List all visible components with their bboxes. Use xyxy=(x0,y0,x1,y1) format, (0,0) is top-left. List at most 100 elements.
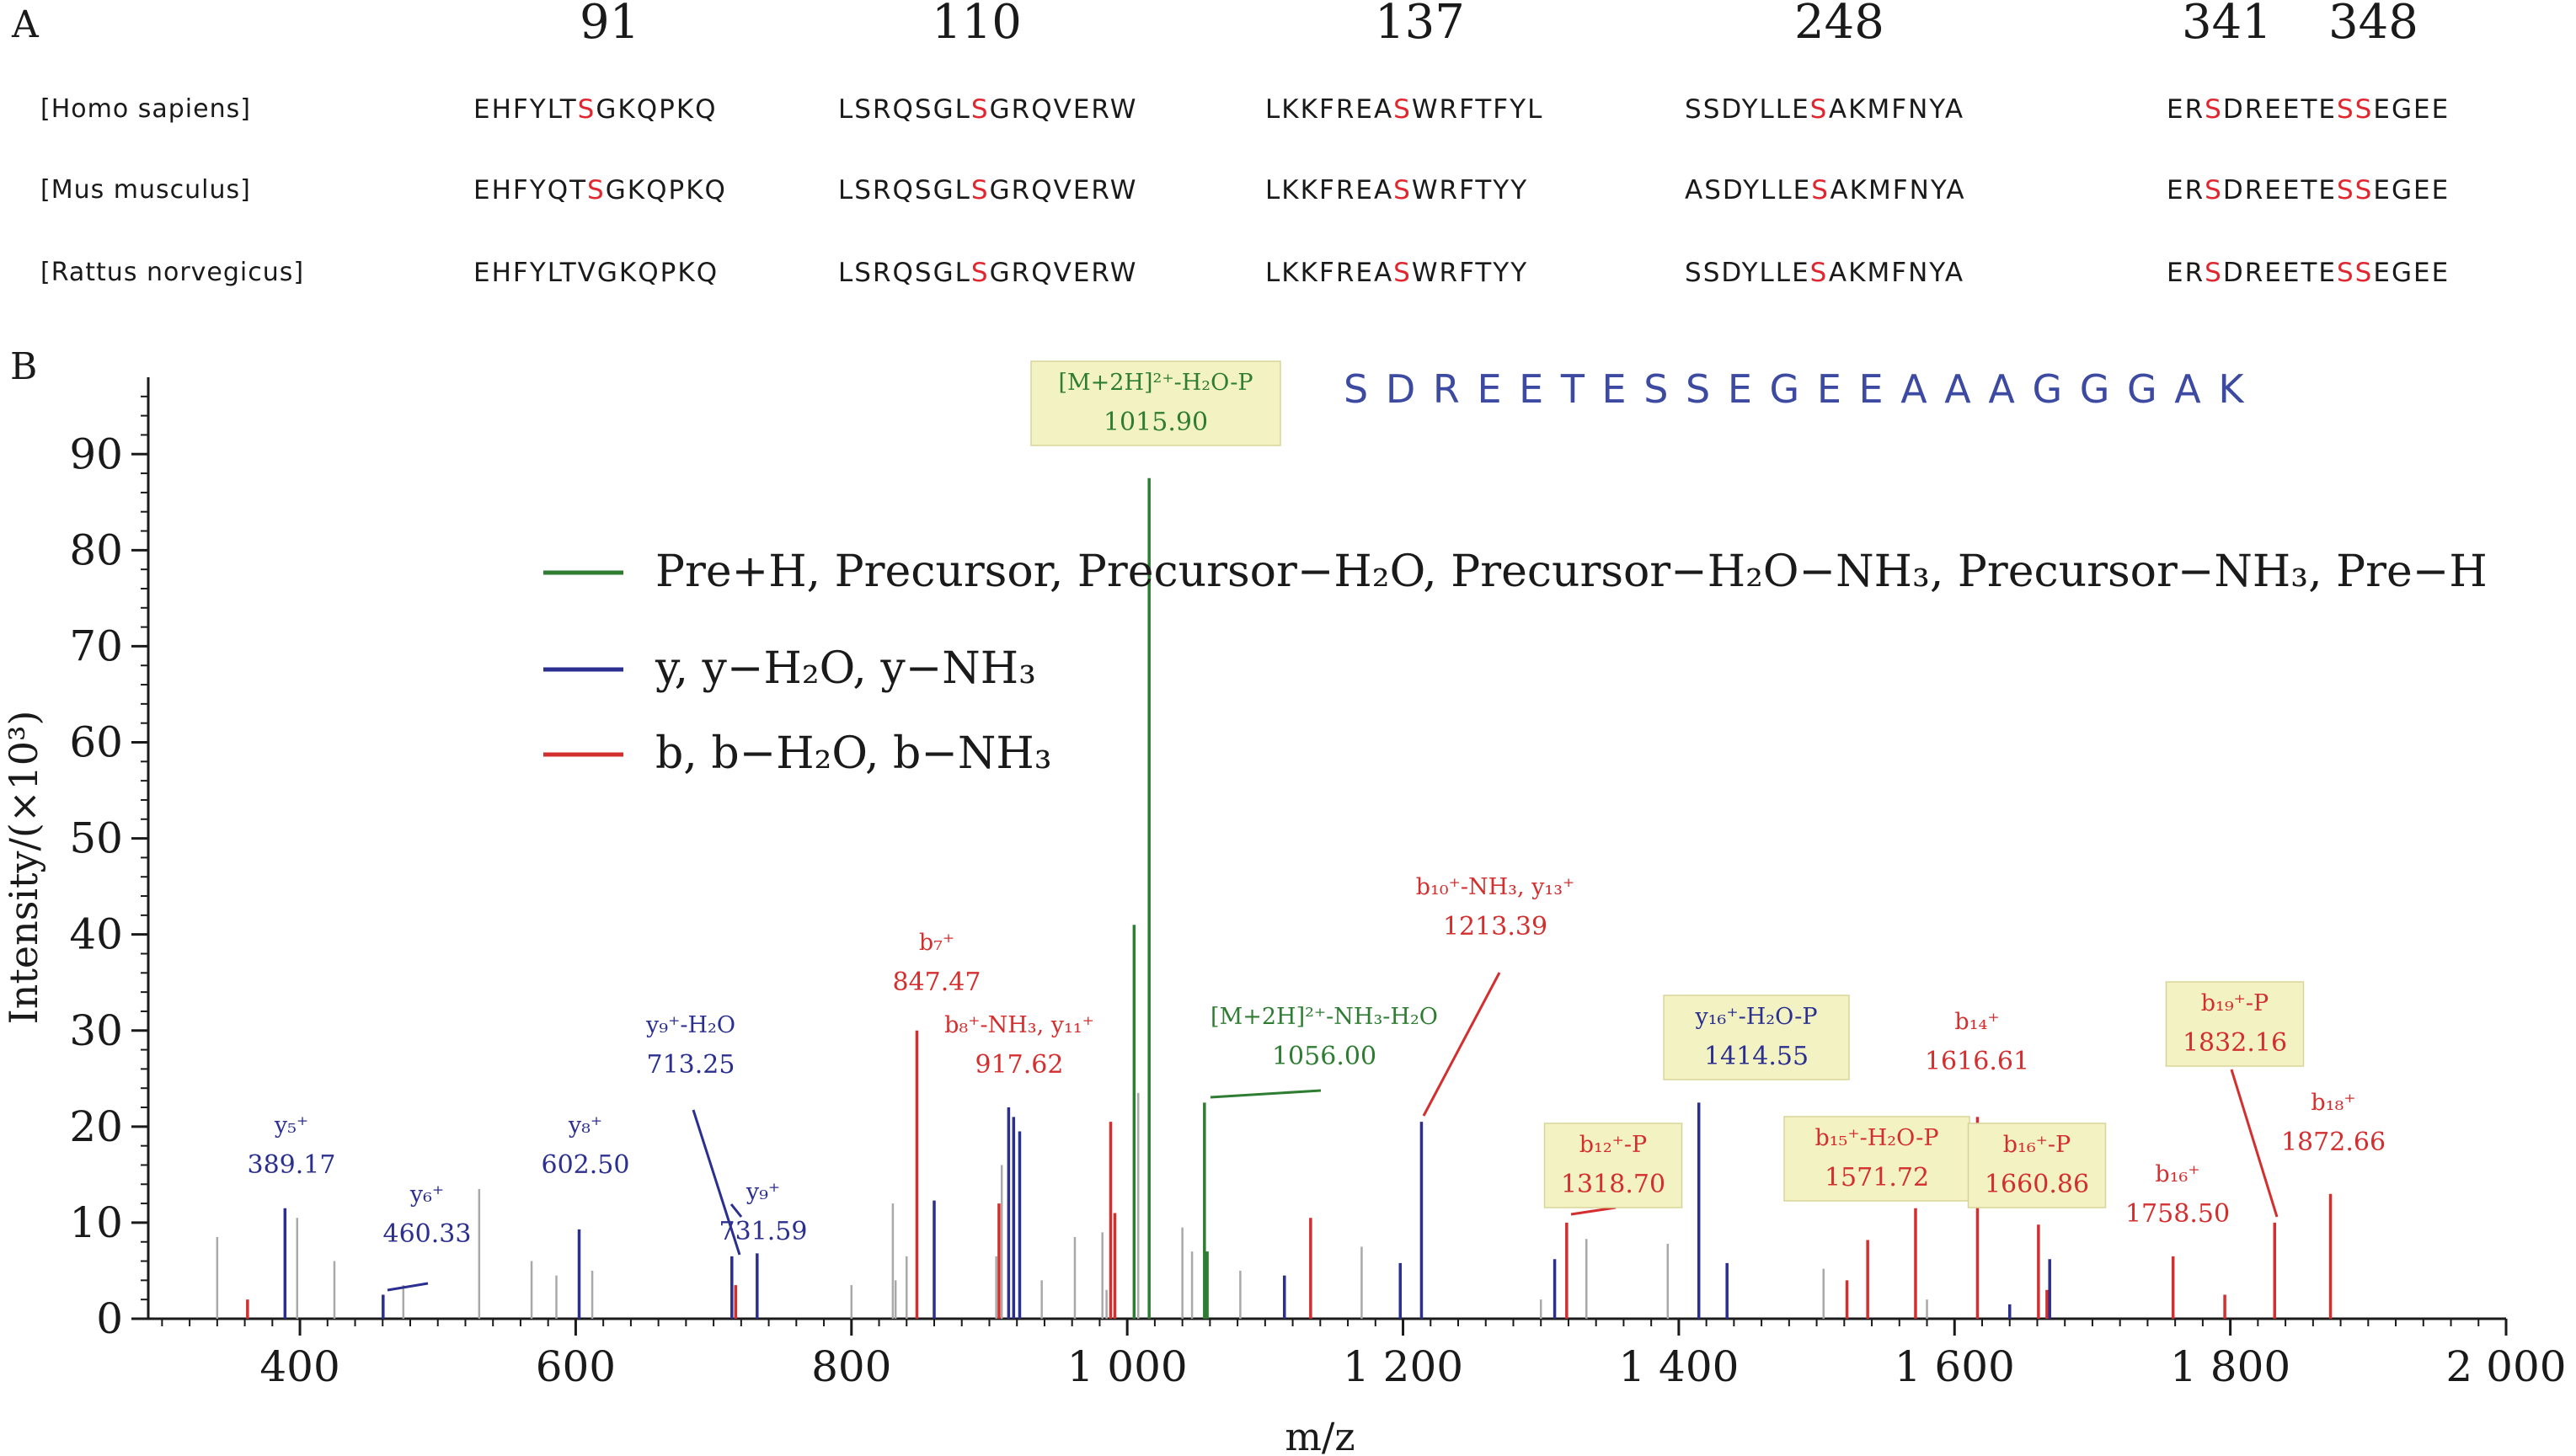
residue: H xyxy=(491,175,513,205)
annotation-mz: 1571.72 xyxy=(1825,1163,1929,1192)
residue: A xyxy=(1944,94,1965,125)
residue: L xyxy=(547,258,560,288)
residue: F xyxy=(512,94,530,125)
residue: R xyxy=(2244,175,2265,205)
residue: Y xyxy=(1929,94,1945,125)
residue: E xyxy=(473,94,492,125)
legend: Pre+H, Precursor, Precursor−H₂O, Precurs… xyxy=(543,547,2488,779)
residue: L xyxy=(1265,175,1282,205)
peak-annotation: y₁₆⁺-H₂O-P 1414.55 xyxy=(1663,995,1850,1080)
residue: G xyxy=(596,94,618,125)
peak-annotation: y₅⁺ 389.17 xyxy=(248,1112,336,1180)
residue: G xyxy=(933,94,955,125)
residue: F xyxy=(1891,258,1909,288)
residue: Q xyxy=(892,94,915,125)
residue: L xyxy=(838,258,855,288)
residue: F xyxy=(1459,94,1476,125)
y-tick-label: 60 xyxy=(69,718,123,767)
annotation-ion: b₁₂⁺-P xyxy=(1579,1132,1647,1158)
residue: Y xyxy=(1741,94,1760,125)
phospho-site: S xyxy=(587,175,606,205)
residue: L xyxy=(838,94,855,125)
peak-annotations: y₅⁺ 389.17 y₆⁺ 460.33 y₈⁺ 602.50 y₉⁺-H₂O 713.25… xyxy=(248,360,2386,1292)
annotation-mz: 1056.00 xyxy=(1272,1042,1376,1071)
x-tick-label: 800 xyxy=(811,1342,891,1391)
peak-annotation: b₁₂⁺-P 1318.70 xyxy=(1543,1123,1683,1216)
residue: A xyxy=(1828,94,1849,125)
annotation-ion: b₁₀⁺-NH₃, y₁₃⁺ xyxy=(1416,874,1575,900)
residue: F xyxy=(1891,94,1909,125)
sequence-segment: ERSDREETESSEGEE xyxy=(2167,94,2450,125)
residue: Y xyxy=(1929,258,1945,288)
residue: K xyxy=(1848,94,1868,125)
residue: R xyxy=(1091,94,1110,125)
residue: G xyxy=(605,175,628,205)
residue: Q xyxy=(646,175,669,205)
residue: Q xyxy=(636,94,660,125)
residue: F xyxy=(1493,94,1510,125)
annotation-ion: y₆⁺ xyxy=(409,1181,444,1208)
residue: E xyxy=(2318,94,2337,125)
sequence-segment: LKKFREASWRFTFYL xyxy=(1265,94,1543,125)
residue: D xyxy=(2222,94,2245,125)
residue: S xyxy=(914,94,933,125)
y-axis-label: Intensity/(×10³) xyxy=(1,711,46,1025)
residue: E xyxy=(2264,175,2283,205)
residue: H xyxy=(491,94,513,125)
annotation-mz: 713.25 xyxy=(647,1050,735,1080)
annotation-ion: b₇⁺ xyxy=(919,930,954,956)
position-label: 137 xyxy=(1375,0,1465,50)
residue: E xyxy=(2413,175,2432,205)
residue: S xyxy=(854,175,873,205)
x-tick-label: 2 000 xyxy=(2445,1342,2566,1391)
y-tick-label: 30 xyxy=(69,1006,123,1055)
residue: D xyxy=(2222,258,2245,288)
residue: K xyxy=(1848,258,1868,288)
phospho-site: S xyxy=(1393,175,1412,205)
sequence-segment: LSRQSGLSGRQVERW xyxy=(838,258,1137,288)
residue: R xyxy=(1091,175,1110,205)
residue: M xyxy=(1867,258,1892,288)
residue: A xyxy=(1373,258,1394,288)
residue: R xyxy=(1011,258,1032,288)
residue: E xyxy=(1355,94,1374,125)
residue: K xyxy=(618,258,639,288)
residue: F xyxy=(1892,175,1910,205)
annotation-mz: 1015.90 xyxy=(1104,408,1208,437)
peak-annotation: y₉⁺ 731.59 xyxy=(719,1179,808,1246)
residue: E xyxy=(1792,258,1810,288)
residue: R xyxy=(872,175,893,205)
phospho-site: S xyxy=(2336,175,2355,205)
residue: Q xyxy=(638,258,660,288)
x-tick-label: 1 000 xyxy=(1067,1342,1188,1391)
peak-annotation: y₆⁺ 460.33 xyxy=(383,1181,471,1292)
residue: R xyxy=(2244,258,2265,288)
annotation-leader xyxy=(1210,1089,1322,1099)
residue: T xyxy=(2301,94,2319,125)
residue: E xyxy=(473,175,492,205)
residue: E xyxy=(1355,175,1374,205)
species-label: [Rattus norvegicus] xyxy=(40,258,305,287)
residue: A xyxy=(1830,175,1850,205)
residue: G xyxy=(596,258,619,288)
residue: Y xyxy=(1510,94,1528,125)
legend-label: y, y−H₂O, y−NH₃ xyxy=(655,643,1036,694)
annotation-ion: y₈⁺ xyxy=(568,1112,602,1139)
y-tick-label: 80 xyxy=(69,525,123,574)
residue: L xyxy=(954,258,971,288)
annotation-ion: b₁₉⁺-P xyxy=(2201,990,2269,1016)
residue: G xyxy=(989,175,1012,205)
residue: Y xyxy=(1743,175,1761,205)
residue: E xyxy=(473,258,492,288)
residue: D xyxy=(1722,175,1744,205)
peptide-sequence: S D R E E T E S S E G E E A A A G G G A … xyxy=(1344,366,2247,412)
residue: R xyxy=(1335,258,1356,288)
residue: E xyxy=(1072,175,1092,205)
panel-b-label: B xyxy=(10,345,37,388)
position-label: 341 xyxy=(2182,0,2272,50)
residue: L xyxy=(1265,258,1282,288)
phospho-site: S xyxy=(970,94,990,125)
residue: T xyxy=(1475,94,1494,125)
phospho-site: S xyxy=(2336,94,2355,125)
peak-annotation: b₁₄⁺ 1616.61 xyxy=(1925,1009,2029,1076)
